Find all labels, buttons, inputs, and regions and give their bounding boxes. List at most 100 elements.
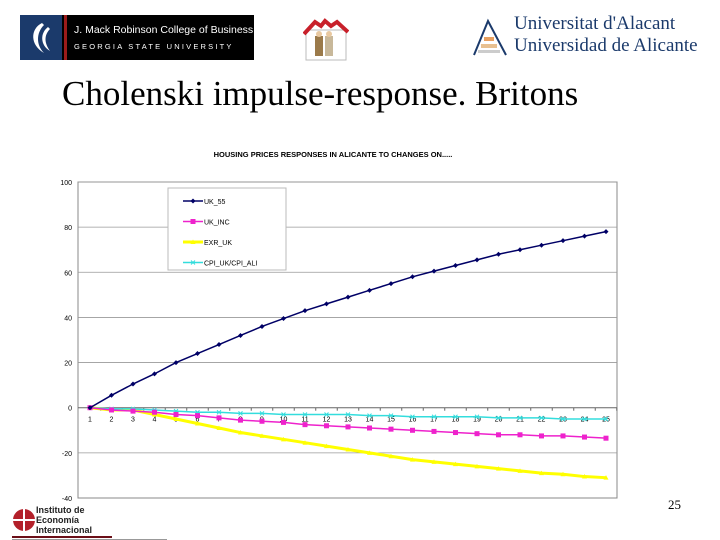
iei-emblem-icon bbox=[13, 509, 35, 531]
data-point bbox=[259, 411, 265, 416]
data-point bbox=[324, 412, 329, 417]
data-point bbox=[190, 239, 196, 244]
x-tick-label: 19 bbox=[473, 417, 481, 424]
house-people-icon bbox=[302, 18, 350, 62]
data-point bbox=[603, 435, 609, 441]
data-point bbox=[474, 414, 480, 420]
data-point bbox=[539, 242, 544, 248]
data-point bbox=[302, 422, 308, 428]
data-point bbox=[324, 443, 329, 449]
data-point bbox=[539, 433, 544, 439]
data-point bbox=[603, 475, 609, 480]
x-tick-label: 12 bbox=[323, 417, 331, 424]
x-tick-label: 16 bbox=[409, 417, 417, 424]
data-point bbox=[388, 281, 394, 287]
data-point bbox=[345, 412, 351, 417]
y-tick-label: 60 bbox=[64, 270, 72, 277]
data-point bbox=[195, 413, 200, 419]
data-point bbox=[496, 415, 501, 421]
data-point bbox=[474, 431, 480, 437]
iei-logo: Instituto de Economía Internacional bbox=[12, 505, 172, 540]
chart-title: HOUSING PRICES RESPONSES IN ALICANTE TO … bbox=[214, 150, 453, 159]
data-point bbox=[431, 428, 437, 434]
ua-logo: Universitat d'Alacant Universidad de Ali… bbox=[470, 13, 700, 60]
page-number: 25 bbox=[668, 497, 681, 512]
x-tick-label: 17 bbox=[430, 417, 438, 424]
data-point bbox=[560, 471, 566, 477]
x-tick-label: 18 bbox=[452, 417, 460, 424]
y-tick-label: 100 bbox=[60, 180, 72, 187]
x-tick-label: 25 bbox=[602, 417, 610, 424]
ua-logo-line2: Universidad de Alicante bbox=[514, 35, 698, 56]
data-point bbox=[238, 430, 243, 435]
data-point bbox=[388, 453, 394, 459]
data-point bbox=[560, 416, 566, 422]
data-point bbox=[367, 450, 372, 455]
ua-logo-line1: Universitat d'Alacant bbox=[514, 13, 676, 34]
data-point bbox=[216, 409, 222, 415]
x-tick-label: 13 bbox=[344, 417, 352, 424]
x-tick-label: 4 bbox=[153, 417, 157, 424]
data-point bbox=[431, 268, 437, 274]
data-point bbox=[539, 415, 544, 421]
iei-logo-line2: Economía bbox=[36, 515, 80, 525]
data-point bbox=[367, 413, 372, 418]
data-point bbox=[582, 233, 587, 239]
x-tick-label: 14 bbox=[366, 417, 374, 424]
series-uk-55 bbox=[87, 229, 609, 411]
data-point bbox=[410, 427, 415, 433]
data-point bbox=[109, 392, 114, 398]
data-point bbox=[281, 412, 286, 417]
data-point bbox=[238, 411, 243, 416]
data-point bbox=[539, 470, 544, 476]
data-point bbox=[281, 419, 286, 425]
data-point bbox=[582, 474, 587, 479]
gsu-logo: J. Mack Robinson College of Business GEO… bbox=[20, 15, 254, 60]
data-point bbox=[302, 440, 308, 445]
data-point bbox=[281, 316, 286, 322]
data-point bbox=[474, 463, 480, 469]
x-tick-label: 24 bbox=[581, 417, 589, 424]
legend-label: CPI_UK/CPI_ALI bbox=[204, 261, 257, 268]
data-point bbox=[388, 426, 394, 432]
data-point bbox=[259, 433, 265, 438]
x-tick-label: 23 bbox=[559, 417, 567, 424]
data-point bbox=[431, 414, 437, 420]
data-point bbox=[216, 342, 222, 348]
gsu-logo-line1: J. Mack Robinson College of Business bbox=[74, 24, 254, 36]
series-uk-inc bbox=[87, 405, 609, 441]
data-point bbox=[152, 371, 157, 377]
x-tick-label: 20 bbox=[495, 417, 503, 424]
data-point bbox=[367, 287, 372, 293]
data-point bbox=[238, 332, 243, 338]
data-point bbox=[130, 381, 136, 387]
data-point bbox=[259, 418, 265, 424]
data-point bbox=[345, 294, 351, 300]
data-point bbox=[410, 457, 415, 462]
data-point bbox=[302, 308, 308, 314]
x-tick-label: 6 bbox=[196, 417, 200, 424]
data-point bbox=[173, 416, 179, 421]
x-tick-label: 2 bbox=[110, 417, 114, 424]
x-tick-label: 15 bbox=[387, 417, 395, 424]
y-tick-label: -20 bbox=[62, 451, 72, 458]
data-point bbox=[216, 425, 222, 431]
data-point bbox=[190, 260, 196, 265]
x-tick-label: 22 bbox=[538, 417, 546, 424]
y-tick-label: -40 bbox=[62, 496, 72, 503]
data-point bbox=[517, 415, 523, 421]
data-point bbox=[517, 468, 523, 473]
x-tick-label: 11 bbox=[301, 417, 308, 424]
data-point bbox=[173, 411, 179, 417]
data-point bbox=[345, 446, 351, 452]
data-point bbox=[474, 257, 480, 263]
data-point bbox=[410, 274, 415, 280]
data-point bbox=[496, 251, 501, 257]
data-point bbox=[190, 198, 196, 204]
data-point bbox=[453, 414, 458, 420]
data-point bbox=[324, 301, 329, 307]
iei-logo-line3: Internacional bbox=[36, 525, 93, 535]
data-point bbox=[453, 461, 458, 467]
y-tick-label: 80 bbox=[64, 225, 72, 232]
data-point bbox=[517, 432, 523, 438]
